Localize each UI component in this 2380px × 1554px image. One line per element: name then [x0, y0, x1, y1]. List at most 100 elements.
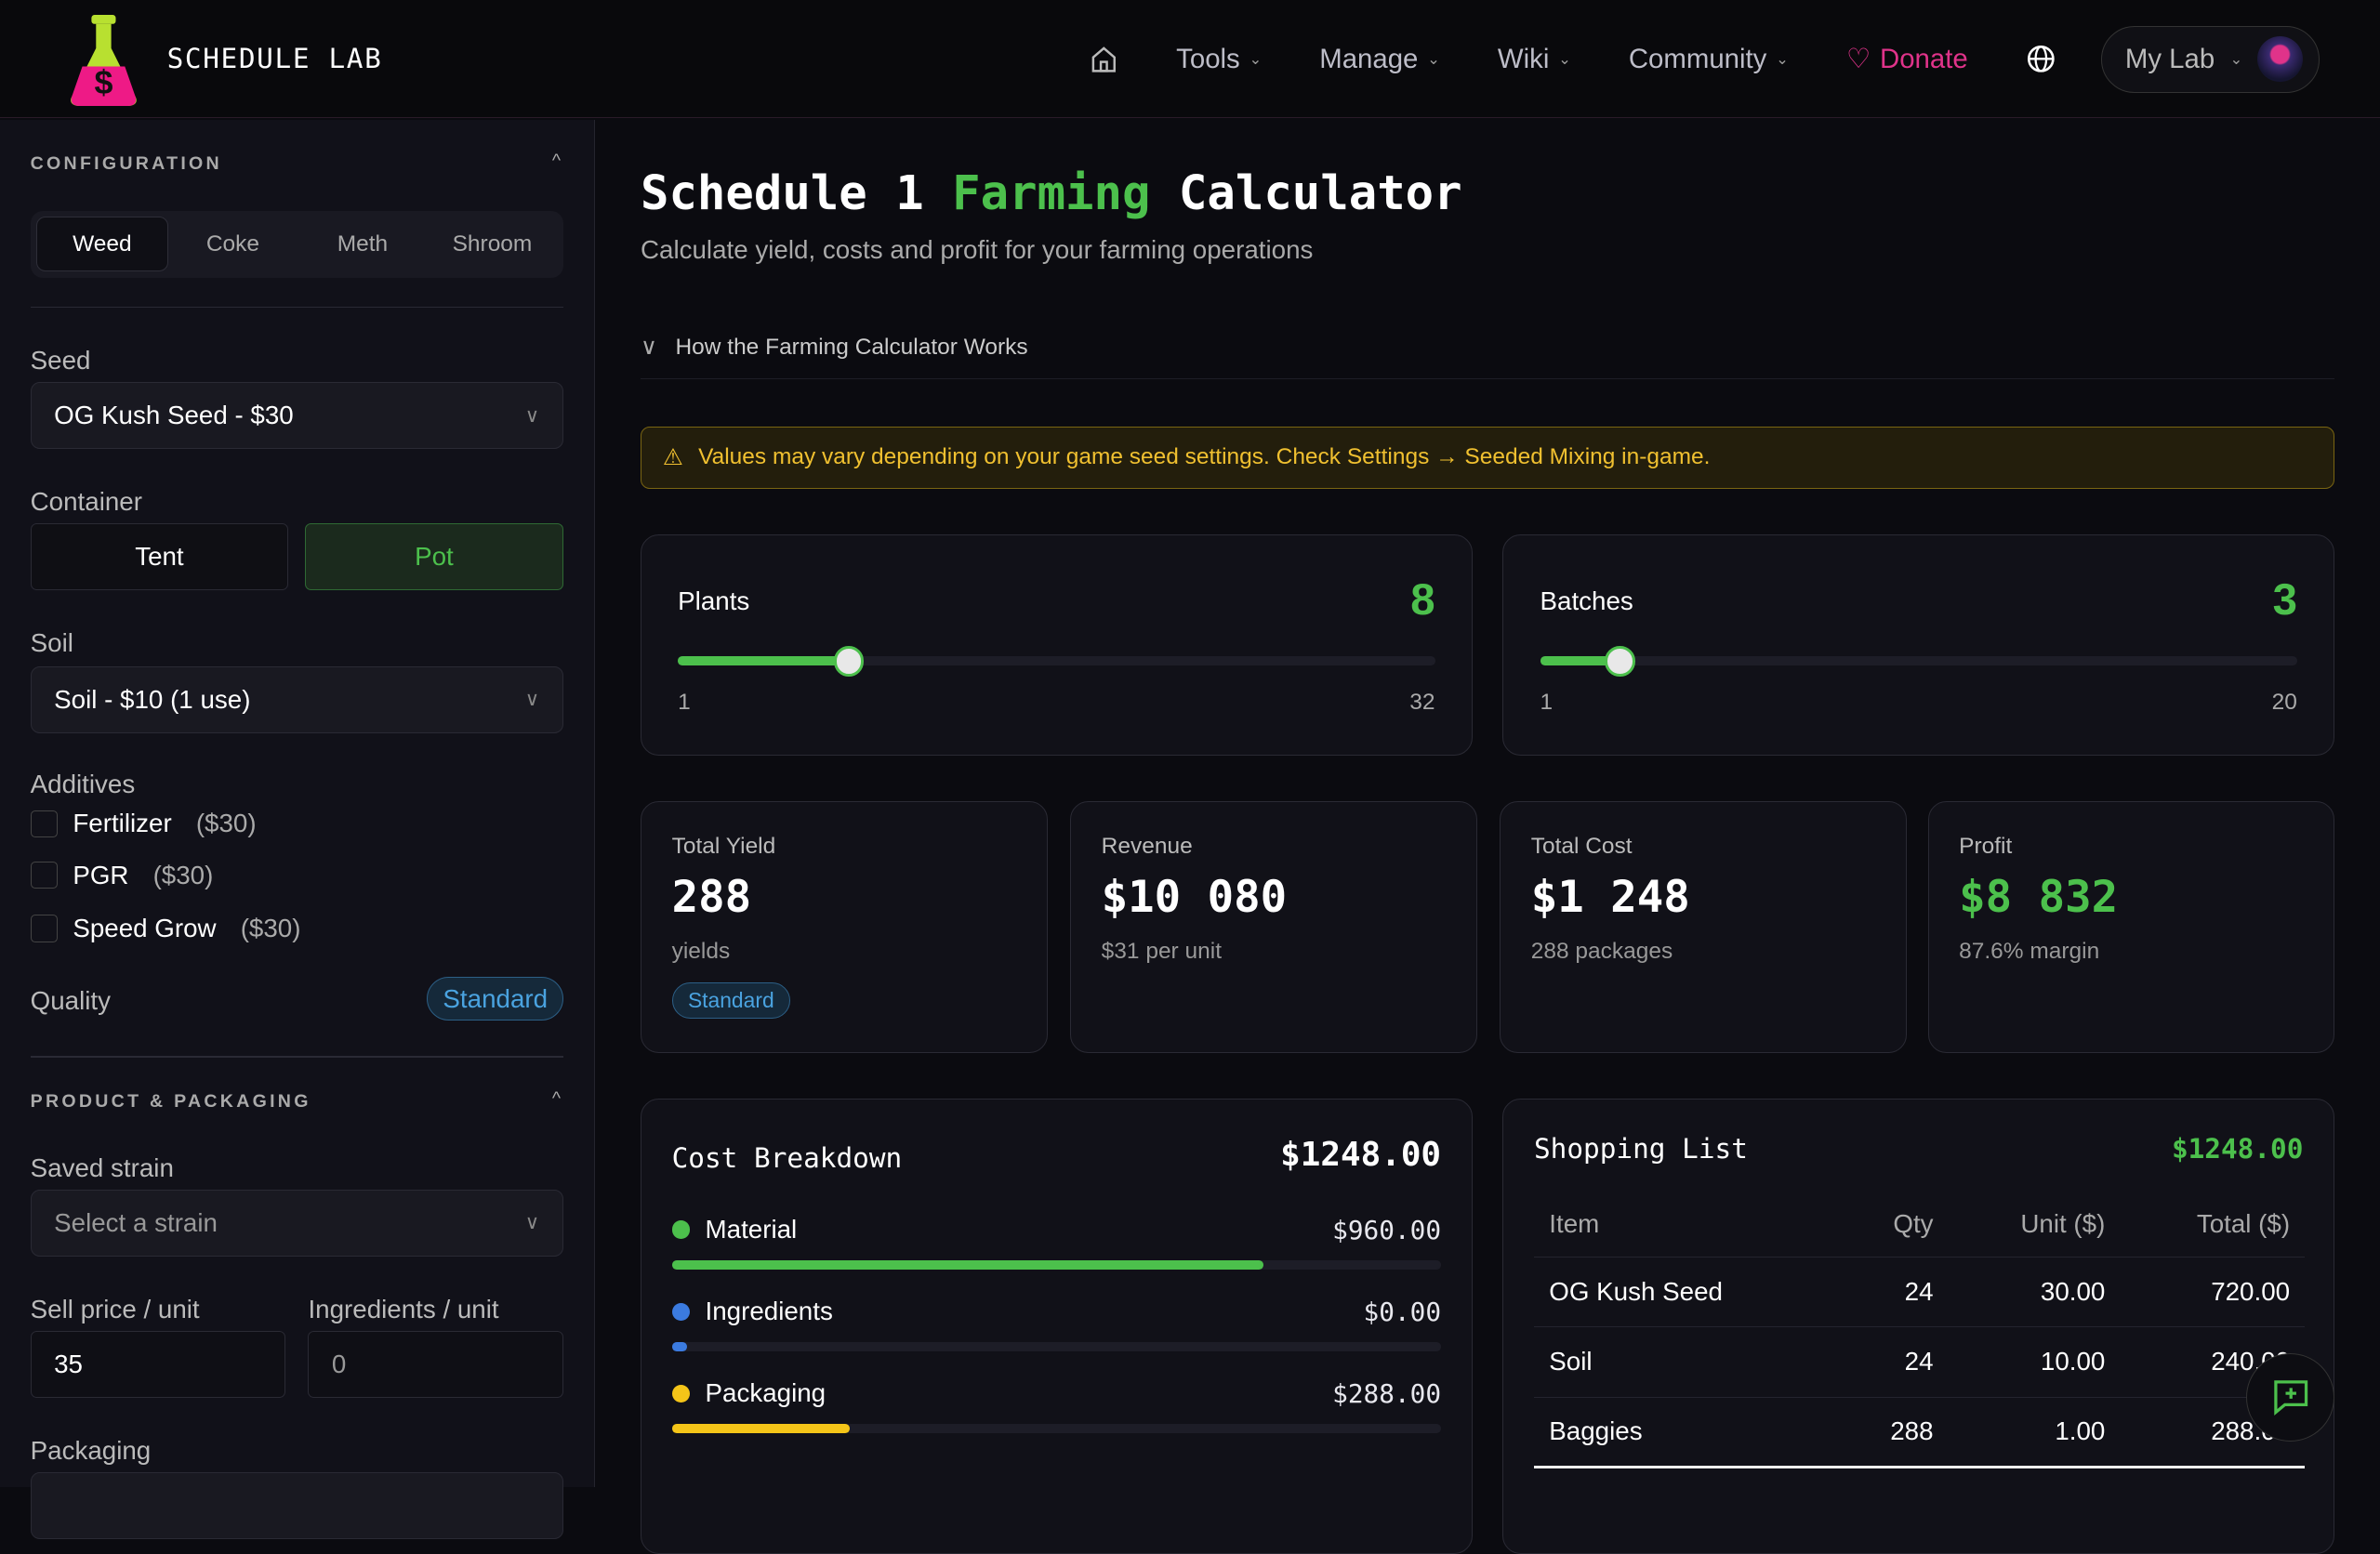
cost-amount: $960.00	[1332, 1215, 1442, 1246]
cost-total: $1248.00	[1280, 1136, 1442, 1175]
saved-strain-select[interactable]: Select a strain ∨	[30, 1190, 563, 1257]
packaging-select[interactable]	[30, 1471, 563, 1539]
seed-value: OG Kush Seed - $30	[54, 401, 294, 430]
additive-fertilizer-checkbox[interactable]: Fertilizer ($30)	[30, 809, 257, 838]
batches-slider-card: Batches 3 1 20	[1502, 533, 2335, 757]
container-tent-button[interactable]: Tent	[30, 523, 289, 591]
nav-wiki[interactable]: Wiki ⌄	[1498, 44, 1571, 75]
chevron-down-icon: ⌄	[1558, 50, 1571, 68]
top-nav: $ SCHEDULE LAB Tools ⌄ Manage ⌄ Wiki ⌄ Comm…	[0, 0, 2380, 119]
tab-weed[interactable]: Weed	[36, 217, 168, 272]
cost-name: Ingredients	[705, 1297, 833, 1326]
message-plus-icon	[2273, 1380, 2307, 1416]
column-header[interactable]: Item	[1533, 1191, 1839, 1258]
chevron-down-icon: ⌄	[1427, 50, 1440, 68]
checkbox-box[interactable]	[30, 862, 59, 889]
stat-label: Profit	[1959, 834, 2013, 860]
checkbox-box[interactable]	[30, 810, 59, 837]
container-pot-button[interactable]: Pot	[305, 523, 563, 591]
table-cell: OG Kush Seed	[1533, 1257, 1839, 1328]
stat-profit: Profit $8 832 87.6% margin	[1927, 801, 2335, 1054]
donate-link[interactable]: ♡ Donate	[1846, 43, 1968, 75]
cost-amount: $0.00	[1363, 1297, 1442, 1328]
cost-bar-fill	[671, 1342, 688, 1352]
collapse-chevron-up-icon[interactable]: ^	[551, 1087, 562, 1109]
stat-label: Total Cost	[1530, 834, 1633, 860]
legend-dot	[671, 1220, 691, 1239]
batches-value: 3	[2272, 575, 2297, 626]
donate-label: Donate	[1879, 43, 1968, 74]
soil-select[interactable]: Soil - $10 (1 use) ∨	[30, 665, 563, 733]
cost-row-label: Ingredients	[671, 1297, 1441, 1326]
column-header[interactable]: Qty	[1838, 1191, 1949, 1258]
chevron-down-icon: ⌄	[1776, 50, 1789, 68]
slider-thumb[interactable]	[1604, 645, 1635, 677]
quality-badge: Standard	[671, 982, 790, 1020]
nav-community[interactable]: Community ⌄	[1629, 44, 1789, 75]
chevron-down-icon: ∨	[524, 1212, 540, 1234]
how-label: How the Farming Calculator Works	[675, 334, 1028, 360]
column-header[interactable]: Unit ($)	[1948, 1191, 2121, 1258]
cost-breakdown-card: Cost Breakdown $1248.00 Material $960.00 I…	[640, 1099, 1473, 1554]
tab-coke[interactable]: Coke	[205, 230, 260, 257]
table-cell: 10.00	[1948, 1326, 2121, 1398]
tab-shroom[interactable]: Shroom	[452, 230, 533, 257]
table-cell: 24	[1838, 1257, 1949, 1328]
cost-amount: $288.00	[1332, 1378, 1442, 1410]
additive-price: ($30)	[152, 860, 214, 889]
additive-name: Fertilizer	[73, 809, 172, 838]
cost-bar-track	[671, 1424, 1442, 1434]
my-lab-menu[interactable]: My Lab ⌄	[2101, 25, 2320, 93]
batches-slider[interactable]	[1540, 645, 2297, 677]
chevron-down-icon: ⌄	[1249, 50, 1263, 68]
sell-price-input[interactable]: 35	[30, 1330, 285, 1398]
tab-meth[interactable]: Meth	[337, 230, 389, 257]
table-row: OG Kush Seed 24 30.00 720.00	[1533, 1257, 2306, 1328]
heart-icon: ♡	[1845, 44, 1871, 75]
language-globe-icon[interactable]	[2026, 44, 2056, 74]
soil-label: Soil	[30, 627, 73, 657]
additive-price: ($30)	[195, 809, 257, 838]
collapse-chevron-up-icon[interactable]: ^	[551, 150, 562, 171]
feedback-button[interactable]	[2246, 1353, 2335, 1442]
stat-sub: 87.6% margin	[1959, 938, 2100, 964]
checkbox-box[interactable]	[30, 915, 59, 942]
shopping-list-card: Shopping List $1248.00 Item Qty Unit ($) To…	[1502, 1099, 2335, 1554]
table-cell: 1.00	[1948, 1397, 2121, 1468]
cost-row: Material $960.00	[671, 1215, 1442, 1270]
cost-bar-fill	[671, 1424, 850, 1434]
divider	[640, 377, 2335, 380]
ingredients-input[interactable]: 0	[308, 1330, 563, 1398]
brand-name[interactable]: SCHEDULE LAB	[166, 42, 383, 74]
chevron-down-icon: ∨	[524, 404, 540, 427]
cost-row-label: Material	[671, 1215, 1441, 1245]
additive-speed-grow-checkbox[interactable]: Speed Grow ($30)	[30, 913, 300, 943]
additives-label: Additives	[30, 769, 136, 798]
plants-label: Plants	[678, 586, 750, 616]
stat-value: $1 248	[1530, 872, 1690, 924]
seed-select[interactable]: OG Kush Seed - $30 ∨	[30, 382, 563, 450]
cost-row-label: Packaging	[671, 1378, 1441, 1408]
how-it-works-toggle[interactable]: ∨ How the Farming Calculator Works	[641, 333, 1046, 361]
svg-text:$: $	[94, 63, 112, 101]
nav-label: Community	[1628, 43, 1767, 74]
sidebar: CONFIGURATION ^ Weed Coke Meth Shroom Se…	[0, 119, 596, 1539]
table-row: Baggies 288 1.00 288.00	[1533, 1397, 2306, 1468]
additive-name: Speed Grow	[73, 913, 217, 942]
product-packaging-heading: PRODUCT & PACKAGING	[30, 1090, 311, 1112]
stat-sub: 288 packages	[1530, 938, 1673, 964]
nav-manage[interactable]: Manage ⌄	[1319, 44, 1440, 75]
plants-slider[interactable]	[678, 645, 1435, 677]
cost-name: Material	[705, 1215, 798, 1245]
stat-value: 288	[671, 872, 752, 924]
home-icon[interactable]	[1089, 44, 1119, 74]
nav-label: Tools	[1176, 43, 1240, 74]
title-part: Schedule 1	[640, 165, 953, 220]
additive-pgr-checkbox[interactable]: PGR ($30)	[30, 860, 214, 890]
nav-tools[interactable]: Tools ⌄	[1176, 44, 1262, 75]
quality-badge: Standard	[427, 977, 564, 1021]
column-header[interactable]: Total ($)	[2120, 1191, 2306, 1258]
logo-flask-icon[interactable]: $	[64, 15, 143, 107]
slider-thumb[interactable]	[833, 645, 865, 677]
my-lab-label: My Lab	[2124, 43, 2215, 74]
